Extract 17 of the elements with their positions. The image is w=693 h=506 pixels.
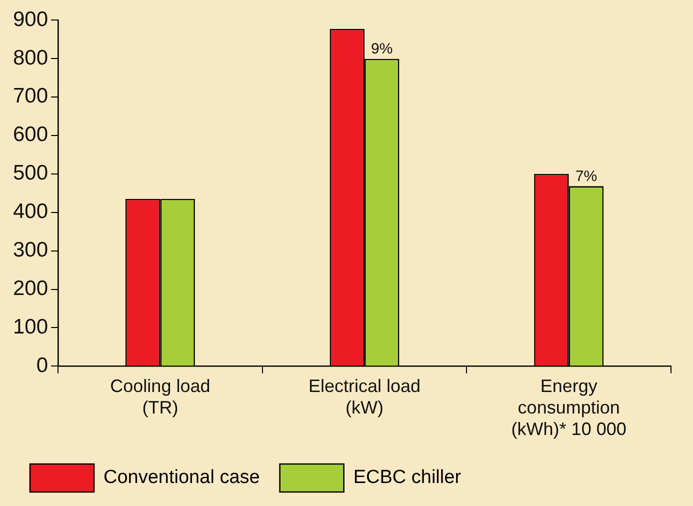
y-tick-label: 900 bbox=[12, 8, 48, 31]
y-tick-label: 800 bbox=[12, 46, 48, 70]
y-tick-label: 300 bbox=[12, 238, 48, 262]
y-tick-label: 400 bbox=[12, 200, 48, 224]
x-tick-label: Cooling load (TR) bbox=[110, 376, 210, 418]
annotation: 9% bbox=[371, 40, 393, 58]
legend-label: Conventional case bbox=[104, 467, 260, 488]
x-tick-label: Electrical load (kW) bbox=[308, 376, 421, 418]
y-tick-label: 500 bbox=[12, 162, 48, 185]
annotation: 7% bbox=[575, 168, 598, 185]
x-tick-label: Energy consumption (kWh)* 10 000 bbox=[511, 376, 626, 440]
y-tick-label: 100 bbox=[12, 316, 48, 339]
y-tick-label: 200 bbox=[12, 277, 48, 300]
y-tick-label: 600 bbox=[12, 123, 48, 146]
legend-label: ECBC chiller bbox=[353, 467, 462, 488]
y-tick-label: 0 bbox=[36, 354, 48, 377]
y-tick-label: 700 bbox=[12, 84, 48, 108]
